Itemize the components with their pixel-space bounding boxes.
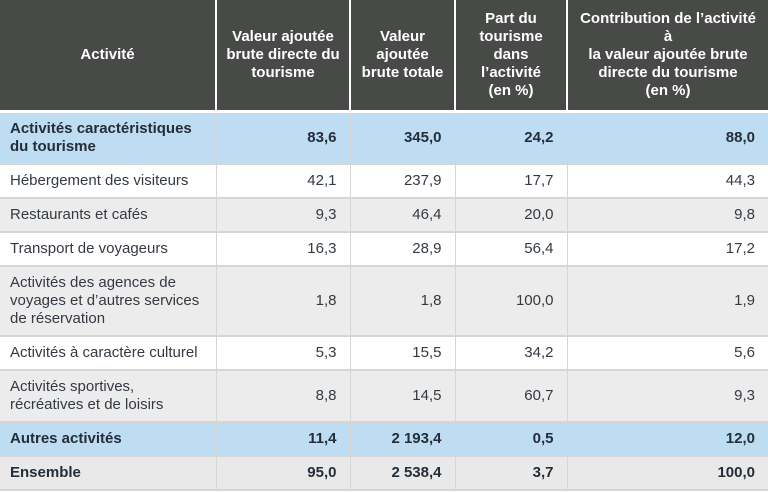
- activity-label: Ensemble: [0, 456, 216, 491]
- table-row: Transport de voyageurs 16,3 28,9 56,4 17,2: [0, 232, 768, 267]
- activity-label: Activités caractéristiques du tourisme: [0, 111, 216, 165]
- table-body: Activités caractéristiques du tourisme 83…: [0, 111, 768, 491]
- value-cell: 88,0: [566, 111, 768, 165]
- activity-label: Restaurants et cafés: [0, 198, 216, 233]
- activity-label: Activités des agences de voyages et d’au…: [0, 266, 216, 337]
- column-header-part-tourisme: Part du tourisme dans l’activité (en %): [454, 0, 567, 113]
- value-cell: 1,8: [215, 266, 350, 337]
- table-row: Hébergement des visiteurs 42,1 237,9 17,7 44…: [0, 164, 768, 199]
- column-header-activite: Activité: [0, 0, 216, 113]
- value-cell: 9,3: [566, 370, 768, 423]
- table-header: Activité Valeur ajoutée brute directe du…: [0, 0, 768, 113]
- value-cell: 5,6: [566, 336, 768, 371]
- table-row: Ensemble 95,0 2 538,4 3,7 100,0: [0, 456, 768, 491]
- value-cell: 15,5: [349, 336, 455, 371]
- value-cell: 56,4: [454, 232, 567, 267]
- value-cell: 8,8: [215, 370, 350, 423]
- value-cell: 2 538,4: [349, 456, 455, 491]
- activity-label: Activités à caractère culturel: [0, 336, 216, 371]
- value-cell: 34,2: [454, 336, 567, 371]
- value-cell: 16,3: [215, 232, 350, 267]
- value-cell: 17,2: [566, 232, 768, 267]
- table-row: Activités des agences de voyages et d’au…: [0, 266, 768, 337]
- activity-label: Autres activités: [0, 422, 216, 457]
- value-cell: 345,0: [349, 111, 455, 165]
- value-cell: 237,9: [349, 164, 455, 199]
- value-cell: 5,3: [215, 336, 350, 371]
- value-cell: 60,7: [454, 370, 567, 423]
- table-row: Autres activités 11,4 2 193,4 0,5 12,0: [0, 422, 768, 457]
- value-cell: 14,5: [349, 370, 455, 423]
- value-cell: 95,0: [215, 456, 350, 491]
- table-row: Activités caractéristiques du tourisme 83…: [0, 111, 768, 165]
- value-cell: 24,2: [454, 111, 567, 165]
- table-row: Activités sportives, récréatives et de l…: [0, 370, 768, 423]
- column-header-va-directe-tourisme: Valeur ajoutée brute directe du tourisme: [215, 0, 350, 113]
- value-cell: 9,3: [215, 198, 350, 233]
- header-row: Activité Valeur ajoutée brute directe du…: [0, 0, 768, 113]
- column-header-va-totale: Valeur ajoutée brute totale: [349, 0, 455, 113]
- value-cell: 100,0: [566, 456, 768, 491]
- value-cell: 46,4: [349, 198, 455, 233]
- value-cell: 0,5: [454, 422, 567, 457]
- value-cell: 28,9: [349, 232, 455, 267]
- value-cell: 9,8: [566, 198, 768, 233]
- activity-label: Transport de voyageurs: [0, 232, 216, 267]
- value-cell: 44,3: [566, 164, 768, 199]
- value-cell: 83,6: [215, 111, 350, 165]
- value-cell: 11,4: [215, 422, 350, 457]
- column-header-contribution: Contribution de l’activité à la valeur a…: [566, 0, 768, 113]
- table-row: Restaurants et cafés 9,3 46,4 20,0 9,8: [0, 198, 768, 233]
- value-cell: 17,7: [454, 164, 567, 199]
- table-row: Activités à caractère culturel 5,3 15,5 34,…: [0, 336, 768, 371]
- activity-label: Activités sportives, récréatives et de l…: [0, 370, 216, 423]
- value-cell: 42,1: [215, 164, 350, 199]
- value-cell: 1,9: [566, 266, 768, 337]
- value-cell: 2 193,4: [349, 422, 455, 457]
- value-cell: 1,8: [349, 266, 455, 337]
- activity-label: Hébergement des visiteurs: [0, 164, 216, 199]
- value-cell: 100,0: [454, 266, 567, 337]
- value-cell: 12,0: [566, 422, 768, 457]
- value-cell: 3,7: [454, 456, 567, 491]
- value-cell: 20,0: [454, 198, 567, 233]
